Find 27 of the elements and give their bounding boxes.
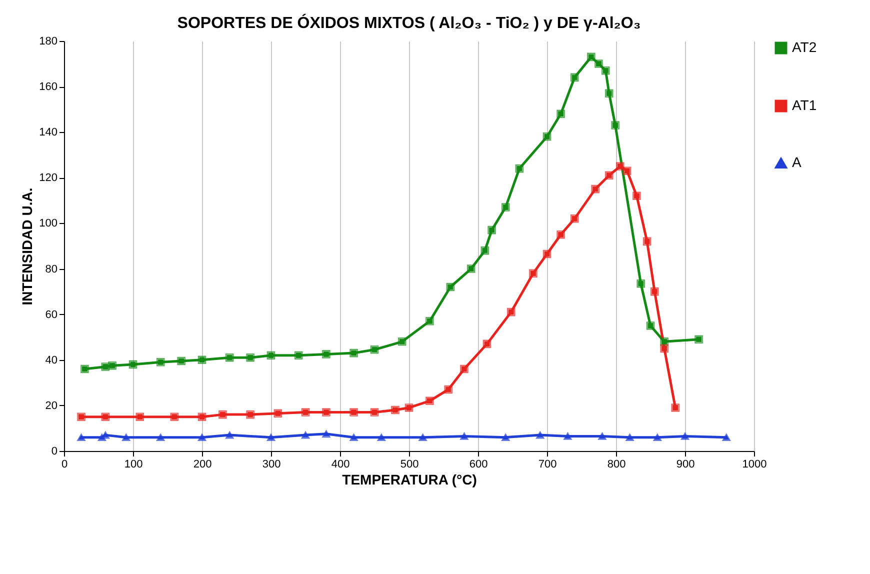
y-tick-label: 180 [39,36,58,48]
legend-label: A [792,154,802,170]
x-tick-label: 0 [61,458,68,470]
y-tick-label: 80 [45,263,58,276]
y-tick-label: 160 [39,81,58,94]
x-tick-label: 1000 [742,458,767,470]
x-tick-label: 800 [607,458,626,470]
legend-label: AT1 [792,97,817,113]
x-tick-label: 900 [676,458,695,470]
legend-label: AT2 [792,39,817,55]
x-tick-label: 100 [124,458,143,470]
y-tick-label: 0 [51,446,58,458]
y-tick-label: 20 [45,400,58,412]
x-tick-label: 200 [193,458,212,470]
x-tick-label: 300 [262,458,281,470]
chart-title: SOPORTES DE ÓXIDOS MIXTOS ( Al₂O₃ - TiO₂ ) y DE γ-Al₂O₃ [177,13,641,32]
y-tick-label: 120 [39,172,58,184]
x-tick-label: 500 [400,458,419,470]
x-tick-label: 600 [469,458,488,470]
y-tick-label: 60 [45,308,58,321]
y-tick-label: 40 [45,354,58,366]
y-axis-title: INTENSIDAD U.A. [19,188,36,306]
y-tick-label: 140 [39,126,58,139]
y-tick-label: 100 [39,218,58,230]
x-tick-label: 700 [538,458,557,470]
x-tick-label: 400 [331,458,350,470]
x-axis-title: TEMPERATURA (°C) [342,472,477,488]
